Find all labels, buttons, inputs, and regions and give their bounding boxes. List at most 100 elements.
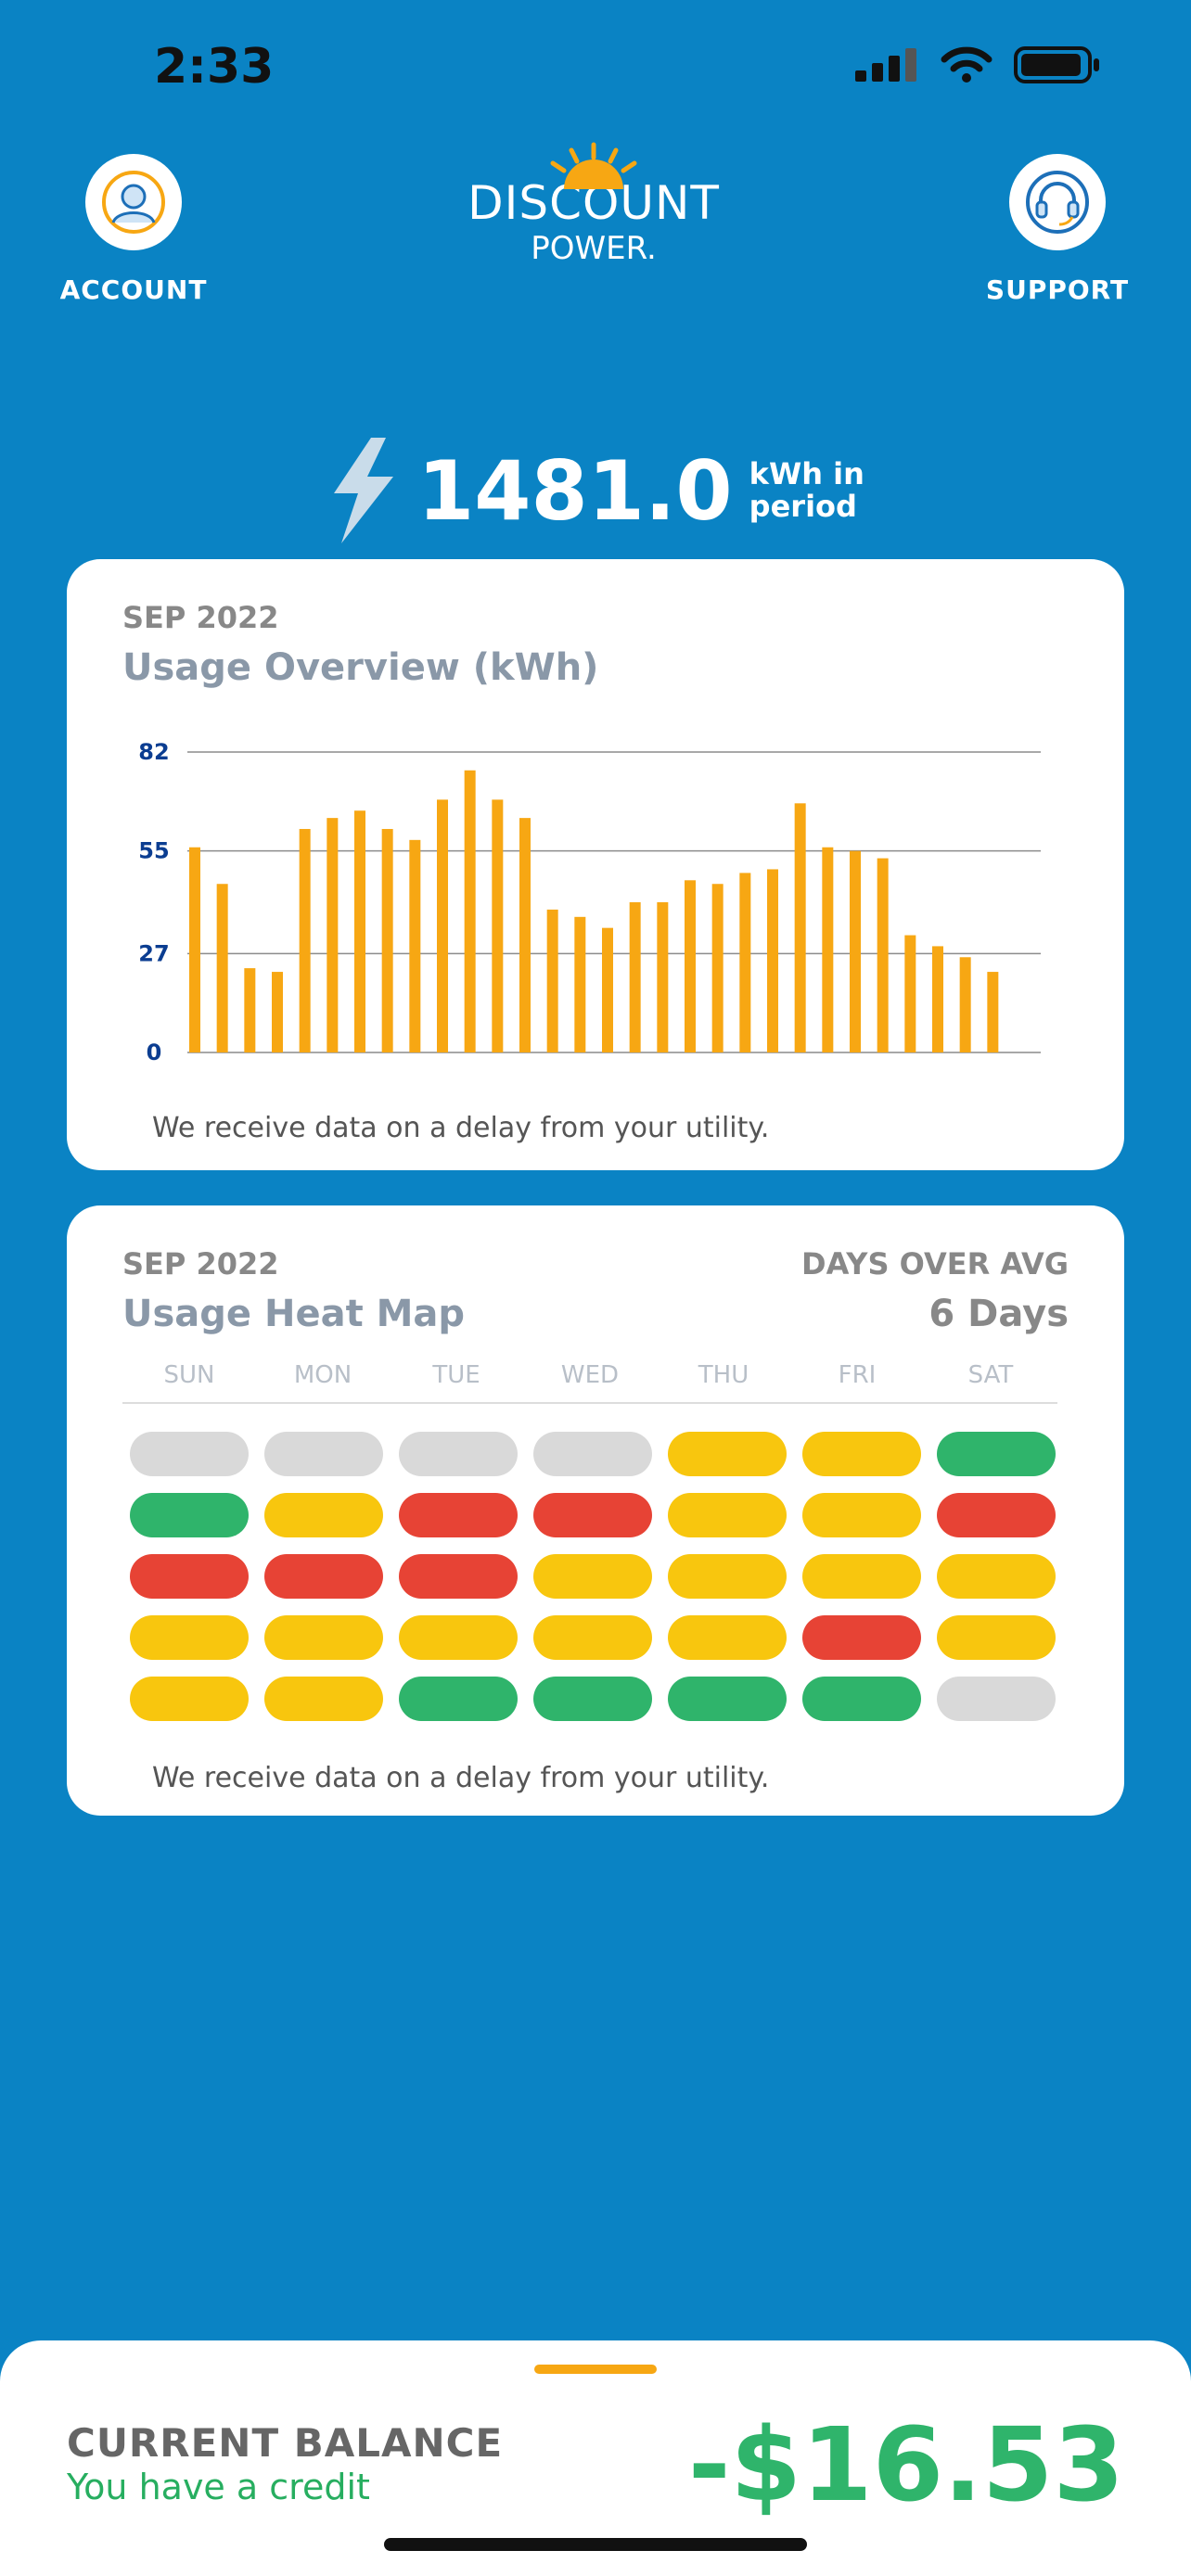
heatmap-cell[interactable] [264, 1432, 383, 1476]
sun-icon [550, 142, 637, 189]
heatmap-cell[interactable] [264, 1615, 383, 1660]
usage-bar[interactable] [244, 968, 256, 1052]
usage-bar[interactable] [739, 873, 751, 1052]
usage-bar[interactable] [602, 927, 613, 1052]
usage-bar[interactable] [519, 818, 531, 1052]
heatmap-cell[interactable] [668, 1554, 787, 1599]
heatmap-cell[interactable] [802, 1615, 921, 1660]
usage-bar[interactable] [877, 858, 889, 1052]
usage-bar[interactable] [546, 909, 558, 1052]
usage-bar[interactable] [932, 946, 943, 1052]
heatmap-cell[interactable] [802, 1432, 921, 1476]
heatmap-cell[interactable] [937, 1554, 1056, 1599]
usage-bar[interactable] [685, 880, 696, 1052]
heatmap-cell[interactable] [802, 1554, 921, 1599]
usage-bar[interactable] [492, 799, 504, 1052]
heatmap-cell[interactable] [802, 1677, 921, 1721]
signal-icon [855, 48, 916, 82]
heatmap-cell[interactable] [399, 1493, 518, 1537]
heatmap-cell[interactable] [937, 1677, 1056, 1721]
home-indicator[interactable] [384, 2538, 807, 2551]
account-label: ACCOUNT [59, 274, 208, 305]
heatmap-cell[interactable] [668, 1615, 787, 1660]
usage-bar[interactable] [189, 847, 200, 1052]
weekday-sun: SUN [163, 1361, 215, 1389]
heatmap-cell[interactable] [533, 1493, 652, 1537]
weekday-sat: SAT [967, 1361, 1014, 1389]
heatmap-cell[interactable] [130, 1615, 249, 1660]
status-time: 2:33 [154, 39, 275, 95]
usage-bar-chart: 0 27 55 82 [138, 739, 1041, 1065]
account-button[interactable]: ACCOUNT [59, 154, 208, 305]
period-total-value: 1481.0 [417, 442, 733, 539]
heatmap-cell[interactable] [668, 1493, 787, 1537]
logo-line2: POWER. [531, 230, 657, 267]
usage-heatmap-card[interactable]: SEP 2022 Usage Heat Map DAYS OVER AVG 6 … [67, 1205, 1124, 1816]
heatmap-cell[interactable] [399, 1432, 518, 1476]
weekday-wed: WED [560, 1361, 620, 1389]
heatmap-cell[interactable] [399, 1554, 518, 1599]
overview-note: We receive data on a delay from your uti… [152, 1112, 770, 1144]
heatmap-cell[interactable] [264, 1677, 383, 1721]
heatmap-cell[interactable] [130, 1493, 249, 1537]
balance-sheet[interactable]: CURRENT BALANCE You have a credit -$16.5… [0, 2340, 1191, 2576]
heatmap-cell[interactable] [937, 1432, 1056, 1476]
usage-bar[interactable] [354, 810, 365, 1052]
sheet-handle[interactable] [534, 2365, 657, 2374]
usage-bar[interactable] [850, 850, 861, 1052]
usage-bar[interactable] [381, 828, 393, 1052]
heatmap-cell[interactable] [937, 1615, 1056, 1660]
overview-title: Usage Overview (kWh) [122, 646, 599, 689]
usage-bar[interactable] [987, 972, 999, 1052]
usage-bar[interactable] [327, 818, 339, 1052]
support-button[interactable]: SUPPORT [983, 154, 1132, 305]
heatmap-note: We receive data on a delay from your uti… [152, 1762, 770, 1794]
usage-bar[interactable] [409, 839, 421, 1052]
lightning-icon [334, 438, 394, 543]
y-tick-label: 0 [147, 1039, 162, 1065]
unit-line2: period [749, 489, 857, 524]
heatmap-month: SEP 2022 [122, 1246, 279, 1282]
usage-bar[interactable] [711, 884, 724, 1052]
weekday-header: SUN MON TUE WED THU FRI SAT [122, 1361, 1057, 1404]
balance-label: CURRENT BALANCE [67, 2420, 504, 2466]
balance-subtitle: You have a credit [67, 2467, 370, 2507]
battery-icon [1014, 46, 1099, 83]
y-tick-label: 82 [138, 739, 169, 765]
wifi-icon [941, 46, 992, 83]
weekday-thu: THU [698, 1361, 749, 1389]
heatmap-cell[interactable] [130, 1432, 249, 1476]
weekday-fri: FRI [838, 1361, 877, 1389]
usage-bar[interactable] [299, 828, 311, 1052]
usage-bar[interactable] [959, 957, 971, 1052]
balance-amount: -$16.53 [687, 2405, 1124, 2524]
usage-bar[interactable] [464, 770, 476, 1052]
usage-bar[interactable] [767, 869, 778, 1052]
usage-bar[interactable] [437, 799, 448, 1052]
heatmap-cell[interactable] [399, 1615, 518, 1660]
heatmap-cell[interactable] [533, 1432, 652, 1476]
heatmap-cell[interactable] [264, 1493, 383, 1537]
heatmap-cell[interactable] [533, 1554, 652, 1599]
heatmap-cell[interactable] [399, 1677, 518, 1721]
heatmap-cell[interactable] [264, 1554, 383, 1599]
heatmap-cell[interactable] [130, 1554, 249, 1599]
heatmap-cell[interactable] [802, 1493, 921, 1537]
heatmap-cell[interactable] [668, 1432, 787, 1476]
usage-overview-card[interactable]: SEP 2022 Usage Overview (kWh) 0 27 55 82 We… [67, 559, 1124, 1170]
heatmap-cell[interactable] [533, 1615, 652, 1660]
heatmap-cell[interactable] [668, 1677, 787, 1721]
heatmap-cell[interactable] [130, 1677, 249, 1721]
usage-bar[interactable] [272, 972, 283, 1052]
y-tick-label: 27 [138, 940, 169, 966]
usage-bar[interactable] [657, 902, 669, 1052]
usage-bar[interactable] [216, 884, 228, 1052]
usage-bar[interactable] [904, 935, 916, 1052]
period-total: 1481.0 kWh in period [0, 436, 1191, 545]
usage-bar[interactable] [574, 916, 586, 1052]
usage-bar[interactable] [629, 902, 641, 1052]
usage-bar[interactable] [794, 803, 806, 1052]
usage-bar[interactable] [822, 847, 834, 1052]
heatmap-cell[interactable] [937, 1493, 1056, 1537]
heatmap-cell[interactable] [533, 1677, 652, 1721]
